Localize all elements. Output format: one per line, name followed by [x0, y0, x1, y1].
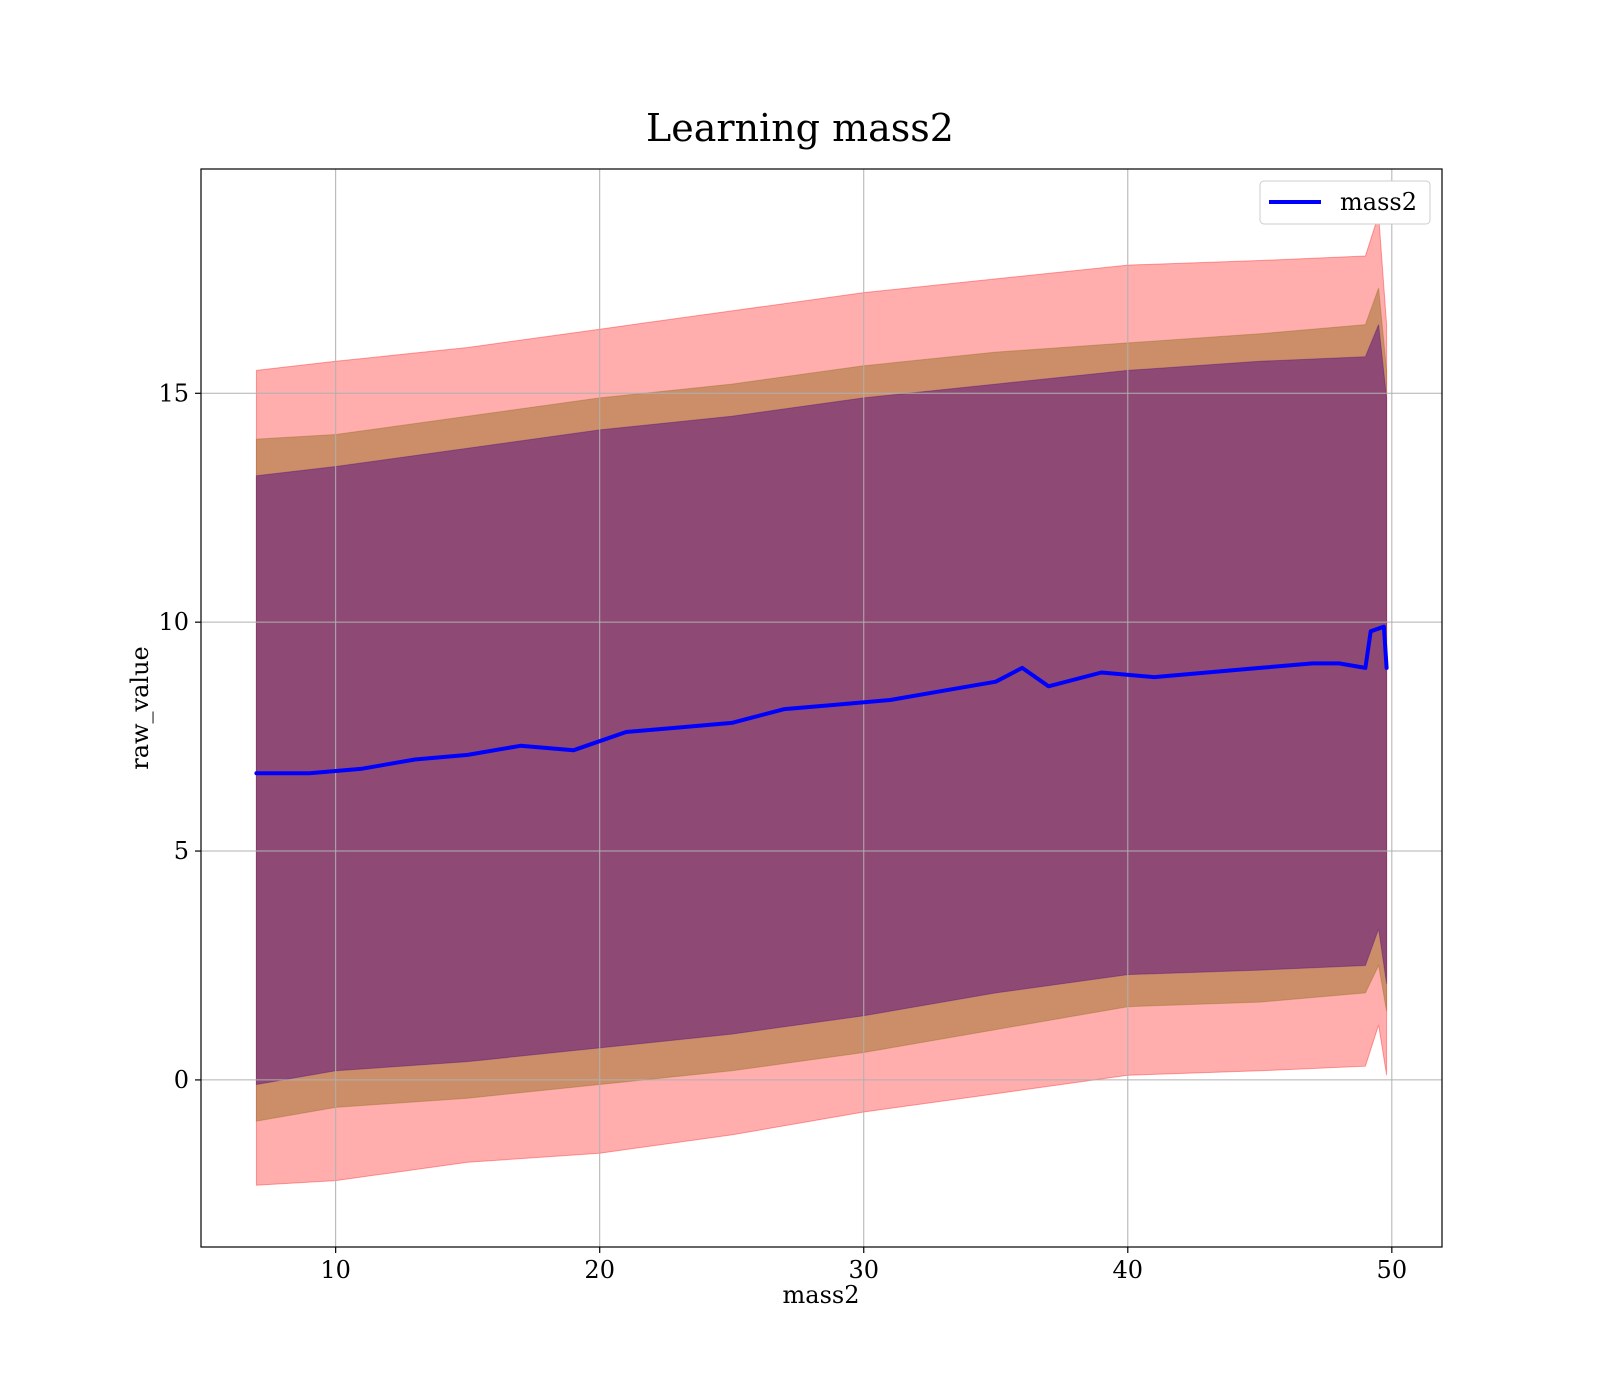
legend: mass2 — [1259, 180, 1431, 225]
grid-lines — [201, 169, 1442, 1247]
y-tick-label: 10 — [158, 608, 189, 636]
series-line-mass2 — [254, 624, 1389, 776]
x-tick-label: 50 — [1377, 1256, 1408, 1284]
legend-box — [1259, 180, 1431, 225]
series-lines — [254, 624, 1389, 776]
x-tick-label: 10 — [320, 1256, 351, 1284]
confidence-bands — [255, 214, 1388, 1186]
axis-ticks: 10 20 30 40 50 0 5 10 15 — [158, 379, 1407, 1284]
x-tick-label: 40 — [1113, 1256, 1144, 1284]
plot-frame — [200, 168, 1443, 1248]
y-axis-label: raw_value — [126, 646, 154, 770]
x-tick-label: 20 — [584, 1256, 615, 1284]
x-tick-label: 30 — [848, 1256, 879, 1284]
legend-label: mass2 — [1340, 188, 1417, 216]
x-axis-label: mass2 — [783, 1281, 860, 1309]
y-tick-label: 0 — [174, 1066, 189, 1094]
chart-title: Learning mass2 — [646, 106, 954, 150]
y-tick-label: 15 — [158, 379, 189, 407]
y-tick-label: 5 — [174, 837, 189, 865]
